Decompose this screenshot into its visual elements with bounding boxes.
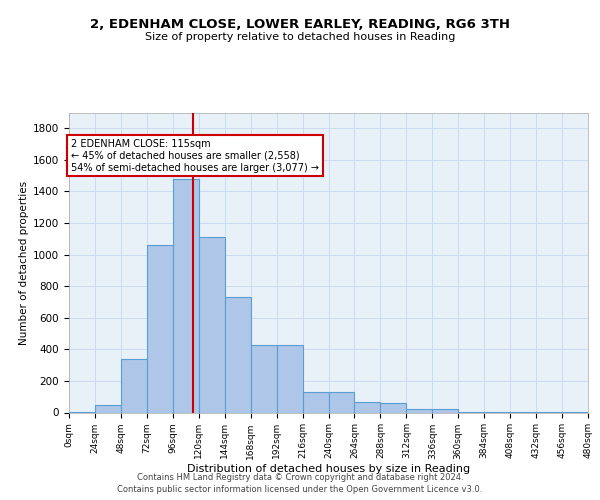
Bar (302, 392, 329, 412)
Bar (432, 410, 458, 412)
Bar (251, 344, 277, 412)
X-axis label: Distribution of detached houses by size in Reading: Distribution of detached houses by size … (187, 464, 470, 474)
Bar (329, 392, 355, 412)
Bar (95, 404, 121, 412)
Bar (147, 245, 173, 412)
Bar (380, 403, 406, 412)
Text: Contains HM Land Registry data © Crown copyright and database right 2024.: Contains HM Land Registry data © Crown c… (137, 472, 463, 482)
Text: Size of property relative to detached houses in Reading: Size of property relative to detached ho… (145, 32, 455, 42)
Bar (406, 408, 432, 412)
Bar (355, 402, 380, 412)
Bar (173, 179, 199, 412)
Y-axis label: Number of detached properties: Number of detached properties (19, 180, 29, 344)
Bar (225, 297, 251, 412)
Bar (199, 237, 224, 412)
Text: Contains public sector information licensed under the Open Government Licence v3: Contains public sector information licen… (118, 485, 482, 494)
Bar (277, 344, 302, 412)
Text: 2, EDENHAM CLOSE, LOWER EARLEY, READING, RG6 3TH: 2, EDENHAM CLOSE, LOWER EARLEY, READING,… (90, 18, 510, 30)
Bar (121, 359, 147, 412)
Text: 2 EDENHAM CLOSE: 115sqm
← 45% of detached houses are smaller (2,558)
54% of semi: 2 EDENHAM CLOSE: 115sqm ← 45% of detache… (71, 140, 319, 172)
